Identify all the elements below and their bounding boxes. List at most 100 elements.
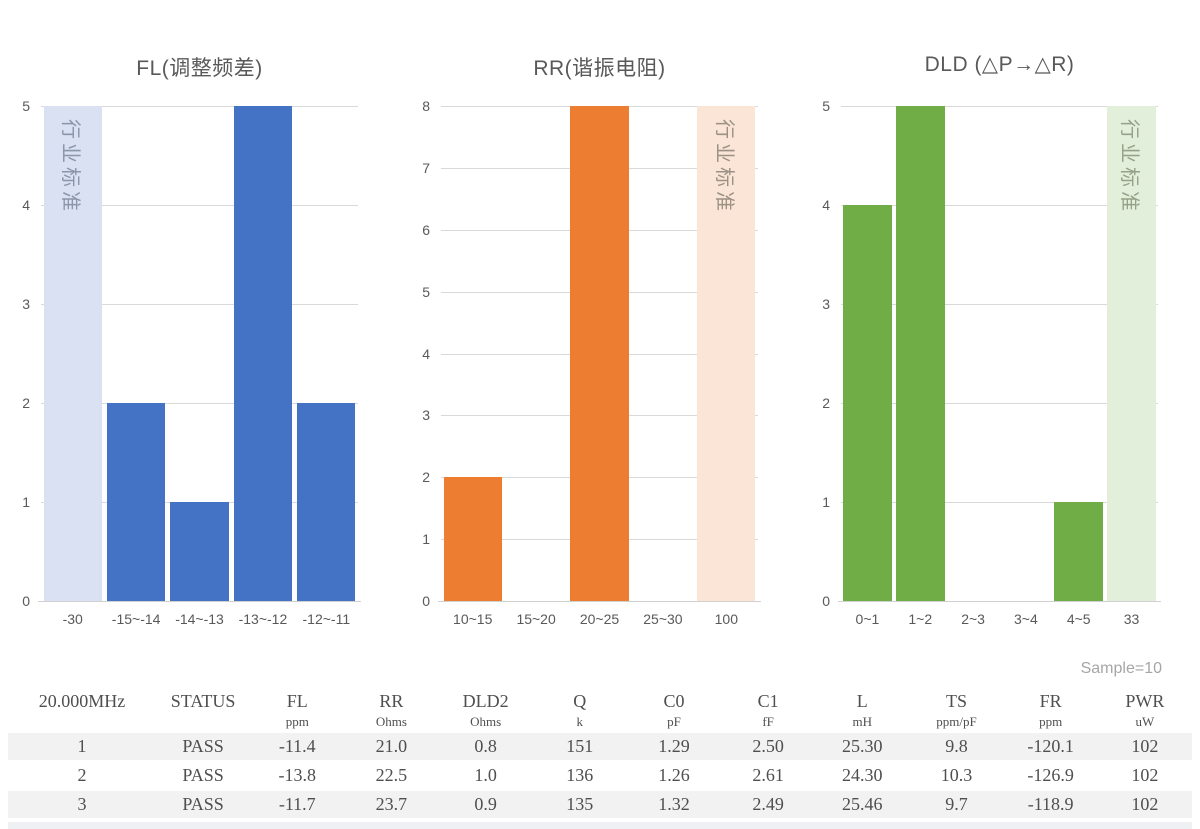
- bars-layer: 行业标准: [41, 106, 358, 601]
- y-tick-label: 3: [822, 296, 830, 312]
- x-tick-label: -14~-13: [175, 611, 224, 627]
- histogram-bar: [106, 403, 166, 601]
- category-slot: [947, 106, 1000, 601]
- column-unit: [156, 714, 250, 731]
- y-tick-label: 0: [422, 593, 430, 609]
- table-cell: PASS: [182, 736, 224, 756]
- table-cell: -126.9: [1027, 765, 1074, 785]
- y-tick-label: 1: [22, 494, 30, 510]
- chart-rr-histogram: RR(谐振电阻) 0 1 2 3 4 5 6 7 8 行业标准 10~15 15~20 20~25 2…: [400, 0, 800, 655]
- industry-standard-band: 行业标准: [697, 106, 756, 601]
- y-tick-label: 0: [822, 593, 830, 609]
- category-slot: [568, 106, 631, 601]
- table-cell: 135: [566, 794, 594, 814]
- x-tick-label: -12~-11: [302, 611, 351, 627]
- gridline: [841, 205, 1158, 206]
- column-header: Q: [573, 691, 587, 711]
- x-tick-label: 25~30: [643, 611, 683, 627]
- x-tick-label: -15~-14: [111, 611, 161, 627]
- plot-area: 行业标准: [838, 106, 1161, 602]
- histogram-bar: [443, 477, 502, 601]
- table-cell: 0.8: [474, 736, 497, 756]
- y-axis-ticks: 0 1 2 3 4 5: [0, 98, 30, 609]
- y-tick-label: 2: [22, 395, 30, 411]
- table-cell: 24.30: [842, 765, 883, 785]
- gridline: [841, 403, 1158, 404]
- column-unit: ppm/pF: [936, 714, 977, 729]
- column-unit: mH: [852, 714, 873, 729]
- y-tick-label: 3: [422, 407, 430, 424]
- table-cell: 21.0: [375, 736, 408, 756]
- y-tick-label: 0: [22, 593, 30, 609]
- x-axis-labels: -30 -15~-14 -14~-13 -13~-12 -12~-11: [41, 611, 358, 627]
- x-axis-labels: 0~1 1~2 2~3 3~4 4~5 33: [841, 611, 1158, 627]
- column-header: TS: [945, 691, 967, 711]
- chart-fl-histogram: FL(调整频差) 0 1 2 3 4 5 行业标准 -30 -15~-14 -14~-13 -1…: [0, 0, 400, 655]
- table-cell: 2.61: [752, 765, 784, 785]
- x-tick-label: 3~4: [1014, 611, 1038, 627]
- y-tick-label: 3: [22, 296, 30, 312]
- histogram-bar: [570, 106, 629, 601]
- x-tick-label: 2~3: [961, 611, 985, 627]
- measurement-table-wrap: 20.000MHz STATUS FL RR DLD2 Q C0 C1 L TS FR PWR ppm…: [8, 684, 1192, 820]
- partial-next-row: [8, 822, 1192, 829]
- x-tick-label: 0~1: [855, 611, 880, 627]
- y-tick-label: 5: [422, 283, 430, 300]
- table-row: 2 PASS -13.8 22.5 1.0 136 1.26 2.61 24.30 10.3 -12…: [8, 762, 1192, 789]
- measurement-table: 20.000MHz STATUS FL RR DLD2 Q C0 C1 L TS FR PWR ppm…: [8, 684, 1192, 820]
- column-header: C0: [663, 691, 685, 711]
- industry-standard-band: 行业标准: [43, 106, 102, 601]
- category-slot: [1052, 106, 1105, 601]
- table-row: 3 PASS -11.7 23.7 0.9 135 1.32 2.49 25.46 9.7 -118…: [8, 791, 1192, 818]
- histogram-bar: [297, 403, 356, 601]
- category-slot: [999, 106, 1052, 601]
- x-axis-labels: 10~15 15~20 20~25 25~30 100: [441, 611, 758, 627]
- table-cell: 1.29: [658, 736, 690, 756]
- histogram-bar: [170, 502, 229, 601]
- y-tick-label: 7: [422, 159, 430, 176]
- table-cell: 102: [1131, 765, 1159, 785]
- y-tick-label: 4: [22, 197, 30, 213]
- table-cell: 1.32: [658, 794, 690, 814]
- table-body: 1 PASS -11.4 21.0 0.8 151 1.29 2.50 25.30 9.8 -120…: [8, 733, 1192, 818]
- gridline: [841, 502, 1158, 503]
- header-unit-row: ppm Ohms Ohms k pF fF mH ppm/pF ppm uW: [8, 714, 1192, 731]
- table-cell: 22.5: [375, 765, 408, 785]
- column-header: PWR: [1125, 691, 1165, 711]
- header-name-row: 20.000MHz STATUS FL RR DLD2 Q C0 C1 L TS FR PWR: [8, 686, 1192, 712]
- column-unit: [8, 714, 156, 731]
- category-slot: [104, 106, 167, 601]
- industry-standard-label: 行业标准: [59, 119, 82, 215]
- industry-standard-label: 行业标准: [712, 119, 735, 215]
- bars-layer: 行业标准: [841, 106, 1158, 601]
- category-slot: [441, 106, 504, 601]
- industry-standard-label: 行业标准: [1118, 119, 1141, 215]
- y-tick-label: 6: [422, 221, 430, 238]
- y-tick-label: 4: [422, 345, 430, 362]
- x-tick-label: 15~20: [516, 611, 556, 627]
- y-tick-label: 5: [822, 98, 830, 114]
- category-slot: [295, 106, 358, 601]
- y-tick-label: 8: [422, 98, 430, 114]
- category-slot: [168, 106, 231, 601]
- column-unit: ppm: [1039, 714, 1063, 729]
- category-slot: [631, 106, 694, 601]
- bars-layer: 行业标准: [441, 106, 758, 601]
- gridline: [41, 205, 358, 206]
- column-header: FL: [286, 691, 308, 711]
- y-tick-label: 1: [422, 531, 430, 548]
- y-axis-ticks: 0 1 2 3 4 5 6 7 8: [400, 98, 430, 609]
- y-tick-label: 4: [822, 197, 830, 213]
- y-axis-ticks: 0 1 2 3 4 5: [800, 98, 830, 609]
- column-unit: fF: [762, 714, 774, 729]
- histogram-bar: [843, 205, 892, 601]
- x-tick-label: 20~25: [579, 611, 620, 627]
- table-cell: PASS: [182, 794, 224, 814]
- gridline: [841, 106, 1158, 107]
- category-slot: 行业标准: [1105, 106, 1158, 601]
- column-unit: uW: [1135, 714, 1155, 729]
- industry-standard-band: 行业标准: [1107, 106, 1156, 601]
- x-axis-line: [38, 601, 361, 602]
- column-unit: pF: [667, 714, 681, 729]
